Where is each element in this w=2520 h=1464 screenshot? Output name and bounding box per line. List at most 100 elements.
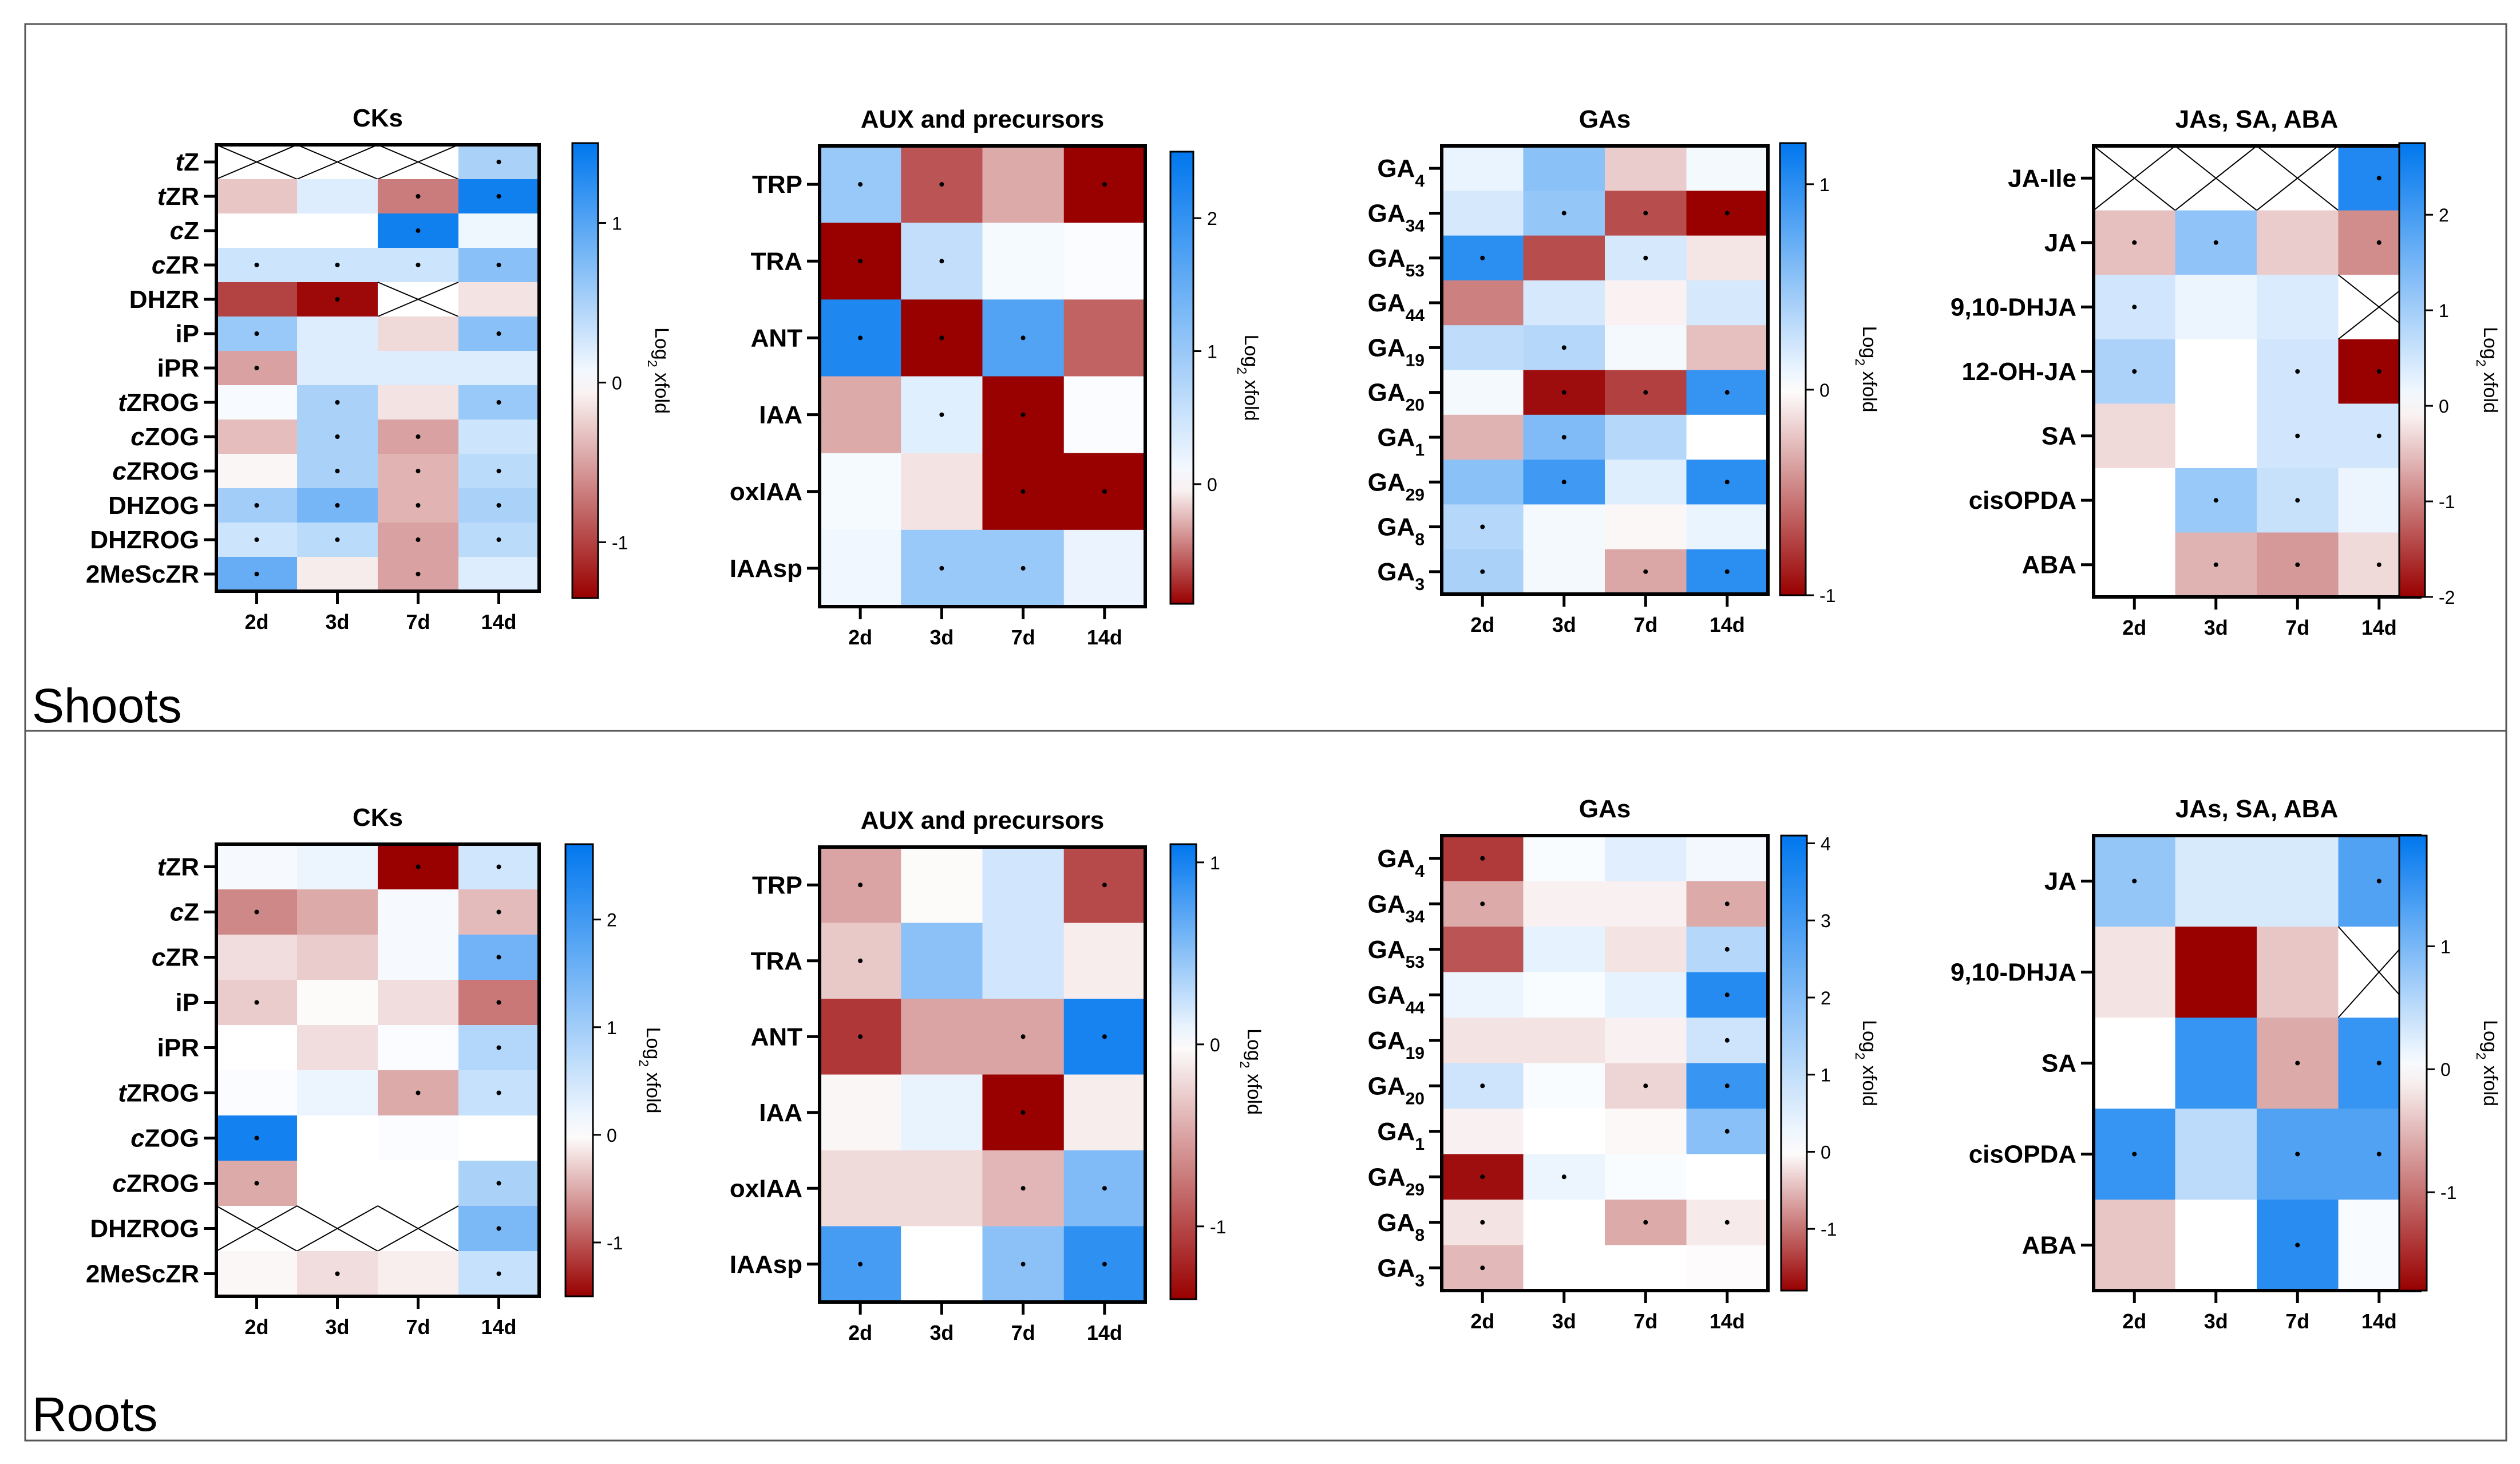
label-part: 4 [1415,172,1425,191]
colorbar-tick-label: -1 [1821,1219,1837,1240]
colorbar [564,843,594,1297]
heatmap-cell [1605,1245,1687,1291]
significance-dot [335,297,340,302]
significance-dot [496,864,501,869]
colorbar-tick-label: 2 [1207,208,1217,229]
significance-dot [496,469,501,473]
row-label: JA [2044,868,2076,896]
label-part: 1 [1415,1134,1425,1153]
colorbar-tick-label: 1 [1210,853,1220,873]
label-part: 20 [1406,395,1425,414]
significance-dot [335,503,340,508]
heatmap-6: GAsGA4GA34GA53GA44GA19GA20GA1GA29GA8GA32… [1368,795,1880,1333]
row-label: IAAsp [730,1251,802,1279]
label-part: cisOPDA [1969,486,2076,515]
label-part: 19 [1406,351,1425,370]
label-part: ZR [165,251,199,279]
label-part: GA [1368,289,1406,317]
heatmap-cell [1686,1245,1769,1291]
heatmap-0: CKstZtZRcZcZRDHZRiPiPRtZROGcZOGcZROGDHZO… [86,104,672,634]
row-label: tZR [157,853,199,881]
label-part: t [157,853,167,881]
label-part: DHZROG [90,526,199,554]
label-part: c [152,944,165,972]
heatmap-cell [2175,275,2257,340]
row-label: GA1 [1377,424,1425,460]
significance-dot [1724,480,1730,485]
significance-dot [1724,947,1730,952]
heatmap-cell [458,213,540,248]
label-part: JA-Ile [2008,164,2076,192]
heatmap-frame [1440,144,1770,596]
column-label: 2d [848,1321,872,1344]
heatmap-cell [216,1025,298,1071]
label-part: xfold [2479,367,2501,413]
colorbar-tick-label: 2 [607,910,617,931]
heatmap-cell [820,529,901,607]
significance-dot [1561,434,1566,440]
significance-dot [254,909,259,915]
label-part: GA [1377,513,1415,541]
label-part: ZROG [126,389,199,417]
column-label: 14d [2361,616,2397,639]
colorbar-tick-label: 0 [1210,1035,1220,1055]
column-label: 3d [929,626,954,649]
significance-dot [858,1261,863,1267]
significance-dot [939,335,944,341]
row-label: iP [175,989,199,1017]
colorbar-tick-label: -1 [2439,492,2455,512]
column-label: 3d [1552,613,1576,636]
significance-dot [254,331,259,336]
panel-label-shoots: Shoots [32,679,182,733]
label-part: TRP [752,171,802,199]
label-part: Log [651,327,672,360]
label-part: Log [2479,327,2501,359]
label-part: ANT [751,1023,803,1051]
label-part: 19 [1406,1043,1425,1062]
label-part: iPR [157,354,199,382]
significance-dot [335,469,340,473]
colorbar-tick-label: 3 [1821,911,1831,931]
significance-dot [335,263,340,267]
significance-dot [1643,1083,1648,1089]
significance-dot [416,537,421,542]
heatmap-cell [982,146,1065,223]
label-part: IAAsp [730,1251,802,1279]
significance-dot [2295,369,2300,374]
label-part: GA [1368,1072,1406,1100]
row-label: GA20 [1368,379,1425,415]
significance-dot [416,572,421,576]
heatmap-cell [2175,403,2257,469]
colorbar [1779,142,1807,596]
heatmap-cell [982,923,1065,999]
label-part: cisOPDA [1969,1141,2076,1169]
missing-cross [2093,145,2176,211]
row-label: iPR [157,1034,199,1062]
significance-dot [1724,1220,1730,1225]
column-label: 2d [848,626,872,649]
heatmap-cell [2094,403,2175,469]
row-label: cZOG [130,423,199,451]
colorbar-tick-label: 1 [1207,342,1217,362]
colorbar-label: Log2 xfold [645,327,672,414]
label-part: ZOG [145,1125,199,1153]
row-label: GA8 [1377,513,1425,549]
significance-dot [1102,182,1107,187]
significance-dot [2132,879,2137,884]
label-part: 8 [1415,1225,1425,1244]
significance-dot [335,537,340,542]
label-part: c [112,457,126,485]
heatmap-cell [820,1150,901,1226]
heatmap-cell [2094,1018,2175,1109]
label-part: GA [1368,1163,1406,1191]
significance-dot [1020,412,1026,417]
column-label: 3d [2204,1309,2228,1333]
row-label: GA53 [1368,244,1425,280]
significance-dot [1480,856,1485,861]
heatmap-2: GAsGA4GA34GA53GA44GA19GA20GA1GA29GA8GA32… [1368,105,1880,636]
heatmap-cell [1605,414,1687,460]
heatmap-cell [1686,325,1769,370]
heatmap-cell [2257,927,2339,1018]
label-part: 2 [1853,1053,1868,1060]
label-part: IAAsp [730,555,802,583]
